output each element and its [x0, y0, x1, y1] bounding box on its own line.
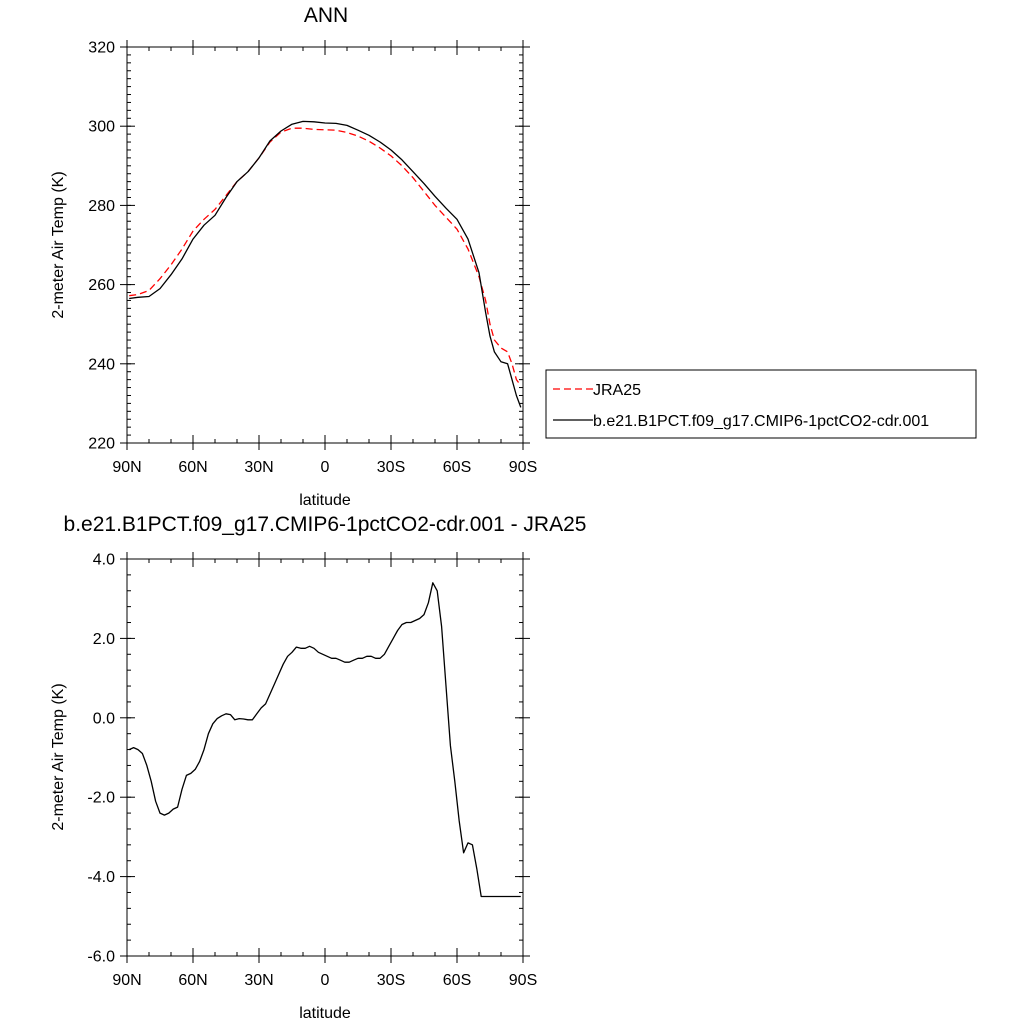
legend-label-jra25: JRA25 — [593, 382, 641, 399]
top-y-tick-label: 300 — [88, 119, 115, 136]
top-title: ANN — [304, 4, 348, 27]
legend-label-model: b.e21.B1PCT.f09_g17.CMIP6-1pctCO2-cdr.00… — [593, 413, 929, 430]
bottom-x-tick-label: 60S — [443, 972, 471, 989]
top-panel: ANN 220 240 260 280 300 320 90N 60N 30N 0 30S 60S 90… — [50, 4, 537, 509]
top-x-tick-label: 30S — [377, 459, 405, 476]
bottom-xlabel: latitude — [299, 1005, 351, 1022]
top-y-tick-label: 280 — [88, 198, 115, 215]
bottom-axes: -6.0 -4.0 -2.0 0.0 2.0 4.0 90N 60N 30N 0 30S 60S 90S — [87, 552, 537, 990]
bottom-x-tick-label: 30N — [244, 972, 273, 989]
top-plot-frame — [126, 46, 524, 444]
bottom-x-tick-label: 90S — [509, 972, 537, 989]
top-y-tick-label: 320 — [88, 40, 115, 57]
top-lines — [129, 120, 522, 408]
top-x-tick-label: 60S — [443, 459, 471, 476]
bottom-y-tick-label: -4.0 — [87, 869, 115, 886]
bottom-y-tick-label: 4.0 — [93, 552, 115, 569]
top-xlabel: latitude — [299, 492, 351, 509]
legend: JRA25 b.e21.B1PCT.f09_g17.CMIP6-1pctCO2-… — [545, 369, 977, 439]
bottom-series-line-difference — [128, 582, 521, 898]
bottom-x-tick-label: 90N — [112, 972, 141, 989]
bottom-x-tick-label: 0 — [321, 972, 330, 989]
bottom-ylabel: 2-meter Air Temp (K) — [50, 683, 67, 830]
legend-box — [545, 369, 977, 439]
bottom-plot-frame — [126, 558, 524, 957]
bottom-y-tick-label: -2.0 — [87, 790, 115, 807]
top-y-tick-label: 260 — [88, 277, 115, 294]
top-y-tick-label: 240 — [88, 356, 115, 373]
bottom-x-tick-label: 60N — [178, 972, 207, 989]
bottom-panel: b.e21.B1PCT.f09_g17.CMIP6-1pctCO2-cdr.00… — [50, 513, 586, 1022]
bottom-y-tick-label: -6.0 — [87, 949, 115, 966]
top-x-tick-label: 90S — [509, 459, 537, 476]
top-y-tick-label: 220 — [88, 436, 115, 453]
bottom-lines — [128, 582, 521, 898]
top-ylabel: 2-meter Air Temp (K) — [50, 171, 67, 318]
top-x-tick-label: 0 — [321, 459, 330, 476]
top-series-line-jra25 — [129, 127, 522, 386]
top-x-tick-label: 30N — [244, 459, 273, 476]
top-x-tick-label: 90N — [112, 459, 141, 476]
bottom-y-tick-label: 0.0 — [93, 710, 115, 727]
bottom-x-tick-label: 30S — [377, 972, 405, 989]
top-series-line-model — [129, 120, 522, 408]
bottom-y-tick-label: 2.0 — [93, 631, 115, 648]
bottom-title: b.e21.B1PCT.f09_g17.CMIP6-1pctCO2-cdr.00… — [64, 513, 587, 536]
top-x-tick-label: 60N — [178, 459, 207, 476]
top-axes: 220 240 260 280 300 320 90N 60N 30N 0 30S 60S 90S — [88, 40, 537, 477]
